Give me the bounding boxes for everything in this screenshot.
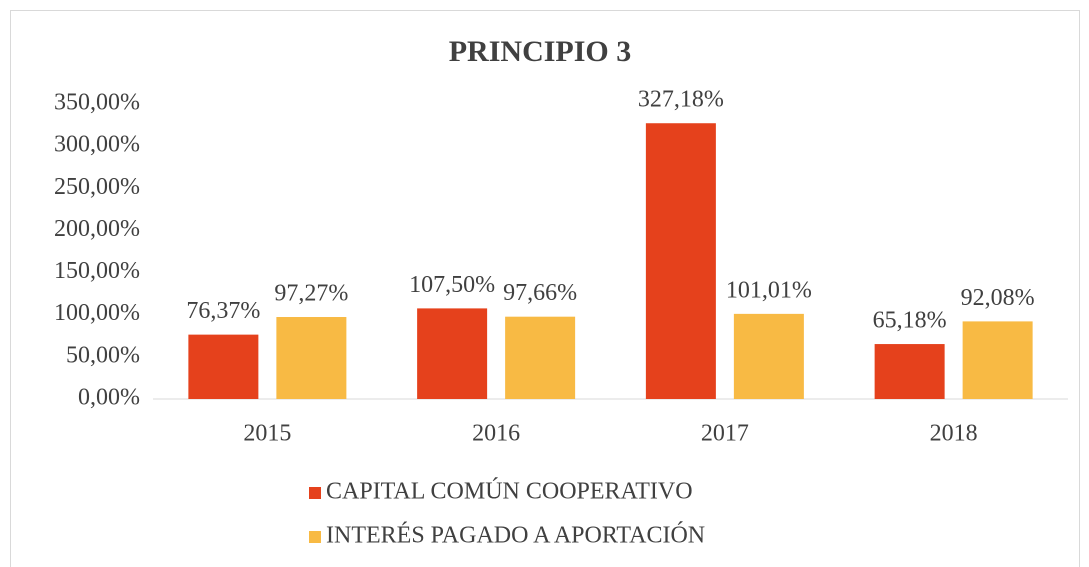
x-tick-label: 2015 — [243, 421, 291, 447]
value-label: 97,66% — [503, 280, 577, 306]
chart-border — [10, 10, 1080, 567]
y-tick-label: 200,00% — [54, 216, 140, 242]
y-tick-label: 100,00% — [54, 300, 140, 326]
y-tick-label: 350,00% — [54, 90, 140, 116]
value-label: 65,18% — [873, 308, 947, 334]
y-tick-label: 250,00% — [54, 174, 140, 200]
value-label: 101,01% — [726, 277, 812, 303]
y-tick-label: 50,00% — [66, 342, 140, 368]
legend-label: CAPITAL COMÚN COOPERATIVO — [326, 478, 693, 505]
bar — [733, 313, 804, 399]
bar — [962, 321, 1033, 399]
y-tick-label: 300,00% — [54, 132, 140, 158]
x-tick-label: 2018 — [930, 421, 978, 447]
bar — [505, 316, 576, 399]
chart-title: PRINCIPIO 3 — [449, 35, 632, 68]
value-label: 107,50% — [409, 272, 495, 298]
legend-swatch — [309, 531, 321, 543]
bar — [874, 344, 945, 399]
y-tick-label: 150,00% — [54, 258, 140, 284]
bar — [417, 308, 488, 399]
value-label: 327,18% — [638, 87, 724, 113]
bar — [276, 317, 347, 399]
bar — [645, 123, 716, 399]
value-label: 92,08% — [961, 285, 1035, 311]
legend-label: INTERÉS PAGADO A APORTACIÓN — [326, 522, 705, 549]
value-label: 76,37% — [186, 298, 260, 324]
value-label: 97,27% — [274, 281, 348, 307]
y-tick-label: 0,00% — [78, 385, 140, 411]
legend-swatch — [309, 487, 321, 499]
x-tick-label: 2016 — [472, 421, 520, 447]
x-tick-label: 2017 — [701, 421, 749, 447]
bar — [188, 334, 259, 399]
